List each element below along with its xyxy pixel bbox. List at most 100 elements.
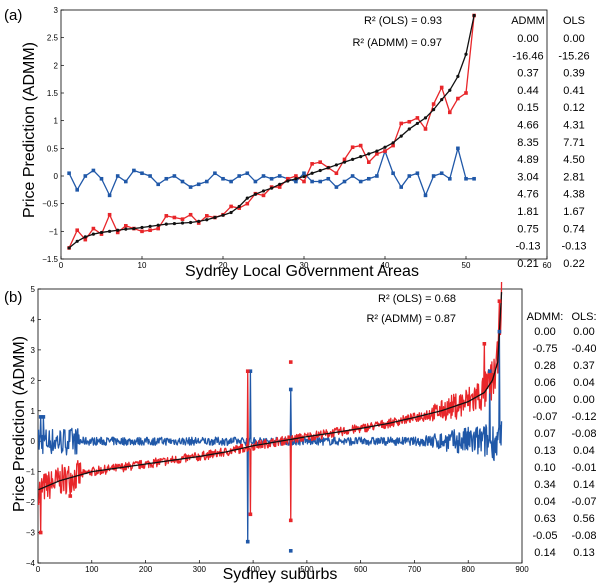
table-cell-admm: 0.75 bbox=[517, 223, 538, 235]
ols-spike-point bbox=[245, 369, 250, 373]
y-tick-label: 0.5 bbox=[47, 144, 59, 153]
actual-series-point bbox=[197, 219, 201, 223]
y-tick-label: 2.5 bbox=[47, 34, 59, 43]
actual-series-point bbox=[148, 224, 152, 228]
actual-series-point bbox=[237, 204, 241, 209]
table-cell-ols: -0.07 bbox=[571, 496, 596, 508]
table-cell-ols: 0.56 bbox=[573, 513, 594, 525]
actual-series-point bbox=[440, 98, 444, 102]
ols-series-point bbox=[196, 221, 201, 225]
x-tick-label: 100 bbox=[85, 565, 99, 574]
y-tick-label: −3 bbox=[26, 529, 36, 538]
actual-series-point bbox=[464, 52, 468, 56]
admm-series-point bbox=[423, 193, 428, 198]
panel-a-label: (a) bbox=[4, 7, 22, 24]
ols-series-point bbox=[205, 214, 209, 218]
table-cell-ols: 7.71 bbox=[563, 137, 584, 149]
table-cell-ols: 1.67 bbox=[563, 206, 584, 218]
x-tick-label: 0 bbox=[59, 261, 64, 270]
panel-a-table-header-ols: OLS bbox=[563, 15, 585, 27]
ols-series-point bbox=[358, 143, 363, 148]
admm-series-point bbox=[205, 179, 209, 184]
actual-series-point bbox=[359, 155, 363, 159]
ols-series-point bbox=[439, 85, 444, 90]
table-cell-admm: 8.35 bbox=[517, 137, 538, 149]
actual-series-point bbox=[132, 226, 136, 231]
actual-series-point bbox=[205, 218, 209, 222]
table-cell-admm: 0.34 bbox=[534, 479, 555, 491]
admm-spike-point bbox=[41, 415, 46, 419]
x-tick-label: 500 bbox=[300, 565, 314, 574]
x-tick-label: 0 bbox=[36, 565, 41, 574]
table-cell-ols: 4.38 bbox=[563, 189, 584, 201]
admm-series-point bbox=[180, 179, 185, 184]
ols-series-point bbox=[391, 143, 395, 148]
admm-series-point bbox=[407, 174, 412, 178]
admm-series-point bbox=[448, 176, 452, 181]
actual-series-point bbox=[164, 222, 168, 226]
ols-series-point bbox=[407, 119, 412, 124]
table-cell-ols: 0.41 bbox=[563, 85, 584, 97]
table-cell-ols: 0.12 bbox=[563, 102, 584, 114]
ols-spike-point bbox=[482, 342, 487, 346]
actual-series-point bbox=[448, 88, 452, 92]
actual-series-point bbox=[391, 141, 395, 145]
actual-series-point bbox=[278, 182, 282, 186]
table-cell-ols: -15.26 bbox=[558, 50, 589, 62]
actual-series-point bbox=[472, 13, 476, 18]
table-cell-ols: 0.04 bbox=[573, 445, 594, 457]
panel-a: (a) Price Prediction (ADMM) Sydney Local… bbox=[4, 6, 590, 280]
admm-series-point bbox=[115, 174, 120, 178]
table-cell-admm: 4.76 bbox=[517, 189, 538, 201]
admm-series-point bbox=[269, 176, 274, 181]
admm-spike-point bbox=[245, 539, 250, 544]
y-tick-label: −1 bbox=[26, 468, 36, 477]
actual-series-point bbox=[189, 220, 193, 225]
ols-series-line bbox=[37, 282, 503, 534]
table-cell-ols: 0.00 bbox=[573, 326, 594, 338]
admm-series-point bbox=[156, 182, 160, 187]
admm-series-point bbox=[334, 185, 339, 189]
y-tick-label: 1.5 bbox=[47, 89, 59, 98]
ols-series-line bbox=[68, 15, 475, 249]
ols-spike-point bbox=[288, 518, 293, 523]
ols-spike-point bbox=[38, 530, 43, 535]
ols-series-point bbox=[310, 162, 314, 166]
table-cell-admm: 4.89 bbox=[517, 154, 538, 166]
actual-series-point bbox=[156, 223, 160, 227]
ols-spike-point bbox=[497, 299, 502, 303]
ols-series-point bbox=[448, 110, 452, 115]
admm-series-point bbox=[415, 171, 420, 176]
ols-series-point bbox=[107, 212, 112, 217]
actual-series-line bbox=[68, 15, 475, 249]
ols-series-point bbox=[140, 229, 144, 234]
ols-series-point bbox=[245, 201, 250, 206]
table-cell-ols: -0.08 bbox=[571, 530, 596, 542]
admm-series-point bbox=[221, 176, 225, 181]
table-cell-admm: -0.07 bbox=[532, 411, 557, 423]
panel-b-r2-admm: R² (ADMM) = 0.87 bbox=[366, 313, 456, 325]
x-tick-label: 50 bbox=[462, 261, 471, 270]
ols-series-point bbox=[156, 226, 160, 231]
ols-series-point bbox=[294, 174, 298, 178]
admm-series-point bbox=[350, 174, 355, 178]
actual-series-point bbox=[108, 229, 112, 233]
ols-series-point bbox=[415, 116, 420, 120]
admm-series-point bbox=[229, 179, 233, 184]
ols-series-point bbox=[375, 152, 379, 156]
table-cell-admm: 1.81 bbox=[517, 206, 538, 218]
admm-series-point bbox=[213, 171, 217, 176]
actual-series-point bbox=[310, 171, 314, 175]
ols-series-point bbox=[229, 204, 233, 209]
admm-series-point bbox=[439, 171, 444, 176]
panel-a-r2-ols: R² (OLS) = 0.93 bbox=[364, 15, 442, 27]
y-tick-label: 4 bbox=[31, 315, 36, 324]
panel-b-ticks: 0 100 200 300 400 500 600 700 800 900 −4 −3 −2 −1 0 1 2 3… bbox=[26, 285, 529, 574]
actual-series-point bbox=[229, 210, 233, 215]
actual-series-point bbox=[245, 196, 249, 200]
actual-series-point bbox=[318, 168, 322, 173]
actual-series-point bbox=[326, 166, 330, 170]
actual-series-point bbox=[140, 225, 144, 230]
x-tick-label: 700 bbox=[408, 565, 422, 574]
table-cell-admm: 0.06 bbox=[534, 377, 555, 389]
